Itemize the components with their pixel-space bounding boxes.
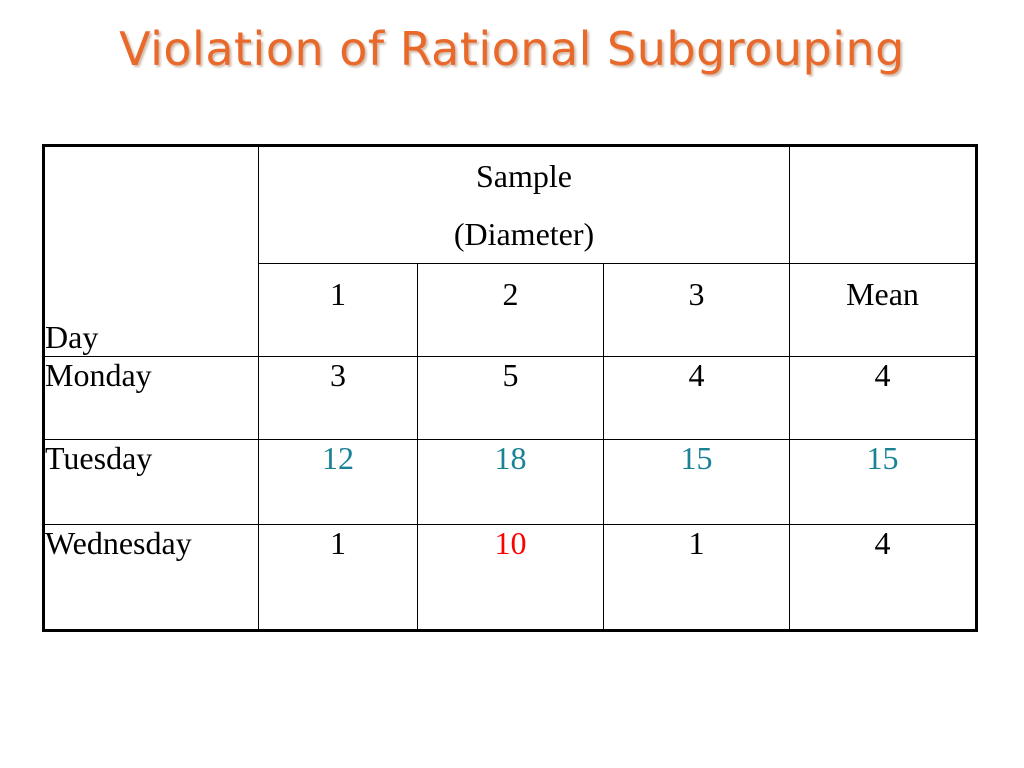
sample-header-line1: Sample: [476, 158, 572, 194]
data-table: Day Sample (Diameter) 1 2 3 Mean Monday …: [42, 144, 978, 632]
sample-header-line2: (Diameter): [453, 216, 595, 252]
mean-cell: 15: [789, 439, 977, 525]
header-row-2: 1 2 3 Mean: [44, 263, 977, 357]
mean-header: Mean: [789, 263, 977, 357]
table-row: Monday 3 5 4 4: [43, 356, 977, 440]
table-cell: 12: [258, 439, 418, 525]
mean-cell: 4: [789, 356, 977, 440]
table-cell: 15: [603, 439, 790, 525]
table-row: Wednesday 1 10 1 4: [43, 524, 977, 631]
row-label-day: Monday: [43, 356, 259, 440]
sample-header: Sample (Diameter): [258, 145, 790, 264]
table-cell: 3: [258, 356, 418, 440]
table-cell: 4: [603, 356, 790, 440]
table-cell: 1: [258, 524, 418, 631]
column-header-1: 1: [258, 263, 418, 357]
table-row: Tuesday 12 18 15 15: [43, 439, 977, 525]
column-header-3: 3: [603, 263, 790, 357]
table-cell: 1: [603, 524, 790, 631]
table-cell-highlighted: 10: [417, 524, 604, 631]
column-header-2: 2: [417, 263, 604, 357]
mean-cell: 4: [789, 524, 977, 631]
header-row-1: Day Sample (Diameter): [43, 145, 977, 357]
table-cell: 18: [417, 439, 604, 525]
table-cell: 5: [417, 356, 604, 440]
day-header: Day: [43, 145, 259, 357]
slide-title: Violation of Rational Subgrouping: [119, 22, 905, 76]
row-label-day: Tuesday: [43, 439, 259, 525]
row-label-day: Wednesday: [43, 524, 259, 631]
empty-header-cell: [789, 145, 977, 264]
